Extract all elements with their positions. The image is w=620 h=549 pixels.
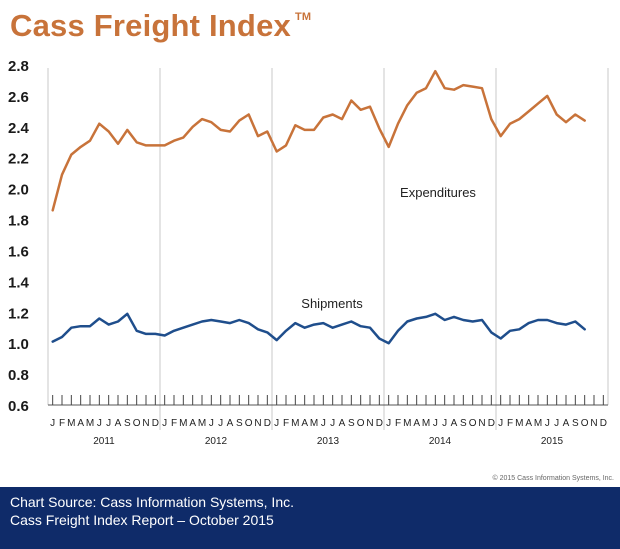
month-tick-label: D	[264, 418, 271, 429]
month-tick-label: A	[339, 418, 346, 429]
y-tick-label: 2.8	[8, 58, 29, 75]
month-tick-label: N	[254, 418, 261, 429]
month-tick-label: A	[77, 418, 84, 429]
year-tick-label: 2013	[317, 436, 340, 447]
y-tick-label: 2.2	[8, 151, 29, 168]
month-tick-label: S	[572, 418, 579, 429]
source-line-2: Cass Freight Index Report – October 2015	[10, 512, 274, 528]
label-layer: Expenditures Shipments	[301, 185, 476, 311]
month-tick-label: F	[395, 418, 401, 429]
month-tick-label: M	[86, 418, 94, 429]
month-tick-label: J	[330, 418, 335, 429]
source-line-1: Chart Source: Cass Information Systems, …	[10, 494, 294, 510]
trademark-mark: TM	[294, 11, 312, 23]
y-tick-label: 1.4	[8, 274, 30, 291]
month-tick-label: A	[525, 418, 532, 429]
year-tick-label: 2011	[93, 436, 115, 447]
month-tick-label: J	[50, 418, 55, 429]
month-tick-label: M	[515, 418, 523, 429]
month-tick-label: J	[498, 418, 503, 429]
month-tick-label: A	[451, 418, 458, 429]
month-tick-label: J	[162, 418, 167, 429]
y-tick-label: 0.6	[8, 398, 29, 415]
month-tick-label: A	[227, 418, 234, 429]
y-tick-label: 2.4	[8, 120, 30, 137]
month-tick-label: J	[545, 418, 550, 429]
month-tick-label: F	[59, 418, 65, 429]
month-tick-label: O	[469, 418, 477, 429]
month-tick-label: J	[209, 418, 214, 429]
month-tick-label: N	[478, 418, 485, 429]
series-label-expenditures: Expenditures	[400, 185, 476, 200]
y-tick-label: 1.0	[8, 336, 29, 353]
grid-layer	[47, 68, 609, 430]
series-line-shipments	[51, 312, 586, 345]
month-tick-label: N	[590, 418, 597, 429]
y-tick-label: 1.2	[8, 305, 29, 322]
y-tick-label: 1.8	[8, 213, 29, 230]
month-tick-label: A	[115, 418, 122, 429]
month-tick-label: M	[67, 418, 75, 429]
month-tick-label: S	[460, 418, 467, 429]
y-tick-label: 0.8	[8, 367, 29, 384]
series-layer	[51, 69, 586, 345]
month-tick-label: M	[291, 418, 299, 429]
month-tick-label: J	[386, 418, 391, 429]
month-tick-label: D	[376, 418, 383, 429]
year-tick-label: 2015	[541, 436, 564, 447]
month-tick-label: S	[124, 418, 131, 429]
month-tick-label: N	[366, 418, 373, 429]
month-tick-label: J	[442, 418, 447, 429]
month-tick-label: J	[274, 418, 279, 429]
month-tick-label: A	[301, 418, 308, 429]
copyright-notice: © 2015 Cass Information Systems, Inc.	[492, 475, 615, 482]
chart-source-box: Chart Source: Cass Information Systems, …	[0, 487, 620, 549]
freight-index-chart: 0.60.81.01.21.41.61.82.02.22.42.62.8J F M A…	[8, 58, 609, 447]
month-tick-label: N	[142, 418, 149, 429]
year-tick-label: 2014	[429, 436, 452, 447]
year-tick-label: 2012	[205, 436, 228, 447]
month-tick-label: O	[581, 418, 589, 429]
month-tick-label: F	[171, 418, 177, 429]
month-tick-label: M	[310, 418, 318, 429]
month-tick-label: M	[403, 418, 411, 429]
series-line-expenditures	[51, 69, 586, 212]
y-tick-label: 2.0	[8, 182, 29, 199]
month-tick-label: M	[179, 418, 187, 429]
month-tick-label: J	[106, 418, 111, 429]
month-tick-label: O	[245, 418, 253, 429]
month-tick-label: J	[554, 418, 559, 429]
month-tick-label: A	[413, 418, 420, 429]
month-tick-label: J	[218, 418, 223, 429]
month-tick-label: S	[348, 418, 355, 429]
month-tick-label: A	[563, 418, 570, 429]
month-tick-label: D	[600, 418, 607, 429]
chart-title: Cass Freight Index TM	[10, 8, 311, 44]
month-tick-label: S	[236, 418, 243, 429]
month-tick-label: O	[357, 418, 365, 429]
month-tick-label: A	[189, 418, 196, 429]
axis-layer: 0.60.81.01.21.41.61.82.02.22.42.62.8J F M A…	[8, 58, 608, 447]
month-tick-label: M	[422, 418, 430, 429]
y-tick-label: 1.6	[8, 243, 29, 260]
chart-title-text: Cass Freight Index	[10, 8, 291, 43]
month-tick-label: O	[133, 418, 141, 429]
month-tick-label: M	[534, 418, 542, 429]
month-tick-label: D	[488, 418, 495, 429]
month-tick-label: M	[198, 418, 206, 429]
month-tick-label: F	[507, 418, 513, 429]
month-tick-label: D	[152, 418, 159, 429]
month-tick-label: J	[321, 418, 326, 429]
month-tick-label: J	[433, 418, 438, 429]
month-tick-label: J	[97, 418, 102, 429]
month-tick-label: F	[283, 418, 289, 429]
y-tick-label: 2.6	[8, 89, 29, 106]
series-label-shipments: Shipments	[301, 296, 363, 311]
